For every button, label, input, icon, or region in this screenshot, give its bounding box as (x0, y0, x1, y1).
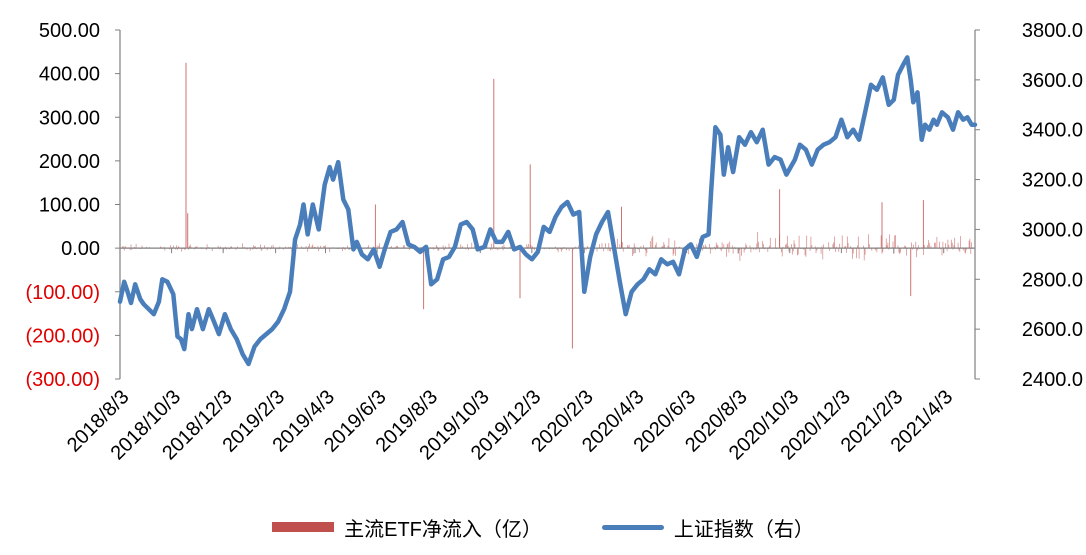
index-line (117, 55, 978, 367)
left-tick-label: (100.00) (26, 282, 101, 304)
legend-item-index: 上证指数（右） (601, 513, 814, 542)
left-tick-label: 400.00 (39, 64, 100, 86)
left-tick-label: 300.00 (39, 107, 100, 129)
right-tick-label: 3800.0 (1022, 20, 1083, 42)
right-tick-label: 3600.0 (1022, 70, 1083, 92)
right-tick-label: 3400.0 (1022, 120, 1083, 142)
legend-swatch-bar (272, 522, 335, 532)
right-tick-label: 2800.0 (1022, 269, 1083, 291)
legend-item-etf: 主流ETF净流入（亿） (272, 513, 542, 542)
right-tick-label: 3200.0 (1022, 170, 1083, 192)
left-tick-label: (200.00) (26, 325, 101, 347)
chart: 500.00 400.00 300.00 200.00 100.00 0.00 (100.0… (26, 20, 1084, 464)
axes (115, 29, 980, 380)
right-tick-label: 2600.0 (1022, 319, 1083, 341)
left-tick-label: 500.00 (39, 20, 100, 42)
tick-labels: 500.00 400.00 300.00 200.00 100.00 0.00 (100.0… (26, 20, 1084, 464)
legend-label-etf: 主流ETF净流入（亿） (344, 518, 542, 541)
right-tick-label: 3000.0 (1022, 219, 1083, 241)
left-tick-label: 0.00 (61, 238, 100, 260)
legend-label-index: 上证指数（右） (673, 518, 814, 541)
line-series-shanghai-index (117, 55, 978, 367)
right-tick-label: 2400.0 (1022, 369, 1083, 391)
legend: 主流ETF净流入（亿） 上证指数（右） (0, 512, 1086, 542)
bar-series-etf-net-inflow (119, 62, 976, 349)
left-tick-label: (300.00) (26, 369, 101, 391)
left-tick-label: 100.00 (39, 195, 100, 217)
left-tick-label: 200.00 (39, 151, 100, 173)
legend-swatch-line (601, 524, 664, 530)
